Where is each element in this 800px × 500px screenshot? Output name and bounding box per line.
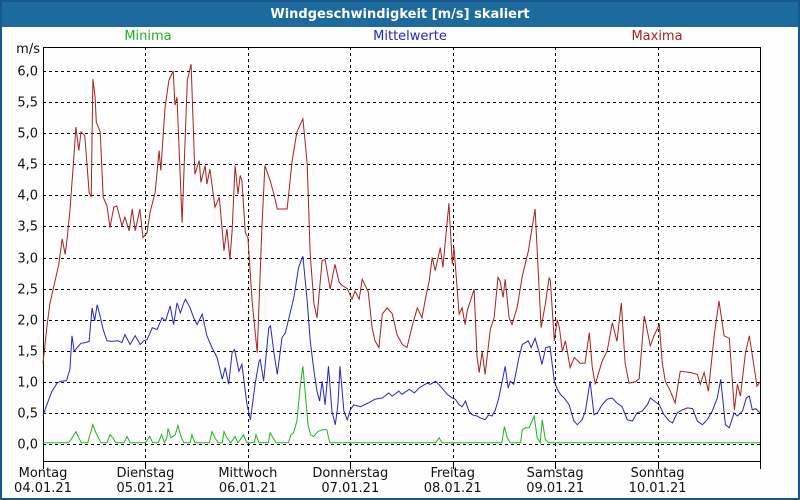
day-date-label: 10.01.21	[628, 481, 687, 496]
day-date-label: 09.01.21	[526, 481, 585, 496]
day-name-label: Donnerstag	[312, 466, 389, 481]
day-date-label: 04.01.21	[14, 481, 72, 496]
y-axis-unit-label: m/s	[16, 42, 40, 57]
y-tick-label: 5,5	[17, 95, 38, 110]
day-name-label: Dienstag	[116, 466, 175, 481]
y-tick-label: 3,0	[17, 251, 38, 266]
y-tick-label: 4,0	[17, 188, 38, 203]
series-line-minima	[43, 366, 760, 445]
y-tick-label: 2,0	[17, 313, 38, 328]
day-date-label: 06.01.21	[218, 481, 277, 496]
window-title: Windgeschwindigkeit [m/s] skaliert	[2, 2, 798, 27]
day-name-label: Montag	[18, 466, 68, 481]
day-date-label: 08.01.21	[423, 481, 482, 496]
y-tick-label: 2,5	[17, 282, 38, 297]
day-name-label: Mittwoch	[218, 466, 278, 481]
legend-minima: Minima	[124, 29, 172, 44]
series-line-maxima	[42, 64, 761, 410]
series-line-mittelwerte	[42, 256, 761, 429]
y-tick-label: 3,5	[17, 219, 38, 234]
y-tick-label: 4,5	[17, 157, 38, 172]
day-name-label: Sonntag	[630, 466, 685, 481]
day-date-label: 07.01.21	[321, 481, 380, 496]
plot-frame	[43, 47, 761, 462]
day-name-label: Samstag	[526, 466, 584, 481]
y-tick-label: 1,5	[17, 344, 38, 359]
y-tick-label: 1,0	[17, 375, 38, 390]
y-tick-label: 6,0	[17, 64, 38, 79]
legend-maxima: Maxima	[631, 29, 683, 44]
legend-mittelwerte: Mittelwerte	[373, 29, 447, 44]
y-tick-label: 0,5	[17, 406, 38, 421]
day-date-label: 05.01.21	[116, 481, 175, 496]
y-tick-label: 5,0	[17, 126, 38, 141]
day-name-label: Freitag	[430, 466, 475, 481]
y-tick-label: 0,0	[17, 437, 38, 452]
